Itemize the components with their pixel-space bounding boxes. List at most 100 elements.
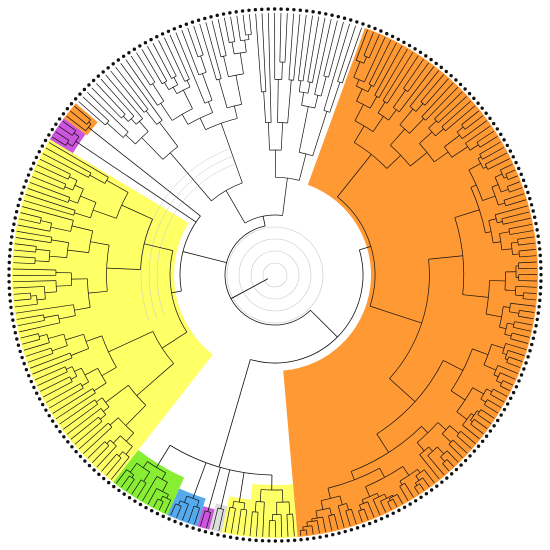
tip-marker	[449, 73, 453, 78]
branch	[225, 190, 246, 224]
branch	[427, 455, 445, 476]
branch	[496, 380, 502, 384]
branch	[277, 79, 279, 123]
branch	[96, 445, 117, 468]
branch	[200, 55, 207, 73]
branch	[402, 466, 410, 476]
branch-arc	[491, 186, 499, 206]
branch	[346, 503, 349, 511]
branch	[513, 326, 531, 332]
branch-arc	[454, 217, 465, 295]
clade-highlight-yellow-inner-1	[246, 483, 298, 538]
tip-marker	[343, 529, 347, 534]
branch	[147, 488, 158, 505]
branch	[468, 163, 481, 171]
branch	[243, 509, 248, 536]
branch	[66, 115, 86, 132]
branch	[337, 25, 356, 82]
branch	[379, 468, 385, 478]
branch	[87, 441, 106, 459]
branch	[17, 320, 45, 327]
tip-marker	[534, 324, 538, 328]
branch	[25, 194, 76, 211]
branch	[334, 514, 339, 530]
branch-arc	[171, 75, 177, 79]
backbone-branch	[218, 359, 251, 468]
tip-marker	[27, 373, 31, 378]
branch	[74, 106, 91, 121]
branch	[91, 445, 110, 463]
branch	[409, 70, 440, 107]
tip-marker	[298, 8, 303, 12]
branch	[80, 195, 97, 203]
branch	[218, 79, 228, 108]
tip-marker	[367, 24, 371, 28]
branch-arc	[306, 520, 318, 523]
guide-ring	[226, 226, 324, 324]
tip-marker	[533, 330, 537, 334]
branch	[30, 352, 71, 369]
tip-marker	[324, 534, 329, 538]
tip-marker	[34, 155, 39, 160]
guide-ring-layer	[140, 148, 324, 324]
tip-marker	[463, 458, 468, 463]
branch-arc	[162, 495, 171, 501]
guide-ring	[156, 163, 235, 316]
branch	[428, 255, 463, 260]
branch	[235, 75, 242, 105]
backbone-branch	[88, 127, 201, 217]
backbone-branch	[75, 140, 197, 223]
branch	[518, 249, 536, 252]
tip-marker	[434, 61, 438, 66]
branch-arc	[162, 80, 168, 85]
branch-arc	[156, 476, 168, 483]
branch	[19, 218, 41, 224]
tip-marker	[47, 133, 51, 137]
tip-marker	[221, 12, 226, 16]
branch	[211, 20, 222, 57]
branch	[242, 14, 246, 36]
branch	[78, 101, 106, 126]
branch	[58, 315, 76, 320]
branch	[30, 295, 37, 297]
tip-marker	[528, 196, 532, 201]
branch	[286, 514, 289, 537]
tip-marker	[92, 468, 96, 472]
tip-marker	[240, 9, 245, 13]
branch	[237, 509, 242, 535]
backbone-branch	[207, 467, 221, 512]
branch	[358, 510, 363, 523]
branch	[36, 298, 46, 301]
branch	[500, 189, 509, 193]
branch	[493, 241, 501, 244]
branch	[206, 512, 212, 528]
branch	[372, 499, 381, 516]
tip-marker	[24, 179, 28, 183]
branch	[217, 19, 227, 56]
branch	[339, 495, 343, 505]
branch-arc	[156, 119, 163, 125]
branch	[48, 333, 64, 339]
branch	[42, 153, 89, 178]
branch	[181, 114, 189, 125]
tip-marker	[273, 539, 278, 543]
branch	[419, 454, 440, 480]
branch	[479, 136, 498, 148]
branch	[120, 475, 130, 488]
branch	[13, 280, 56, 283]
branch-arc	[507, 186, 510, 193]
tip-marker	[505, 143, 509, 148]
branch	[87, 91, 129, 133]
branch-arc	[69, 376, 73, 382]
branch	[484, 404, 498, 414]
branch-arc	[462, 413, 472, 426]
tip-marker	[355, 526, 360, 530]
tip-marker	[459, 463, 463, 467]
branch	[407, 62, 430, 92]
tip-marker	[32, 385, 36, 390]
branch	[218, 509, 224, 531]
branch	[259, 489, 262, 502]
clade-highlight-magenta-small-2	[49, 118, 86, 154]
tip-marker	[385, 31, 389, 36]
